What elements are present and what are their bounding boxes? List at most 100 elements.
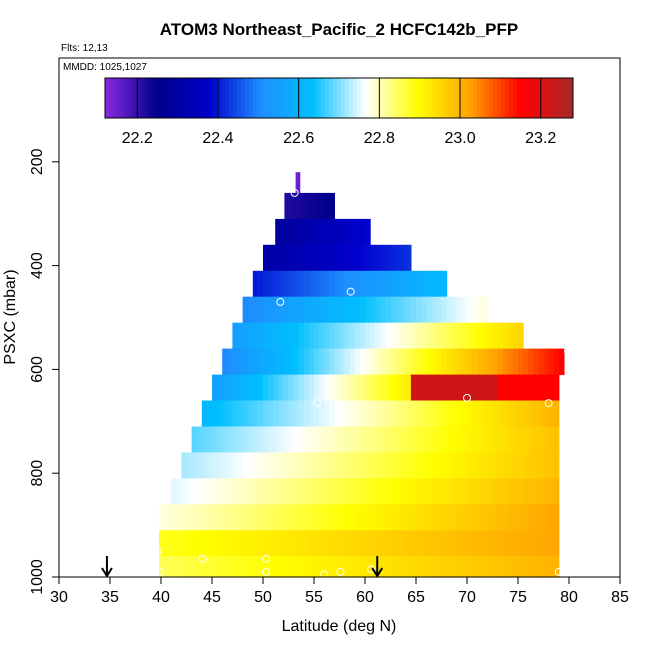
heatmap-cell [548, 556, 555, 578]
heatmap-cell [543, 530, 550, 557]
heatmap-cell [518, 426, 524, 453]
heatmap-cell [210, 556, 216, 578]
heatmap-cell [395, 270, 402, 298]
colorbar-cell [549, 78, 554, 118]
heatmap-cell [271, 530, 278, 557]
heatmap-cell [492, 478, 499, 505]
heatmap-cell [201, 400, 208, 427]
heatmap-cell [319, 322, 325, 350]
heatmap-cell [217, 374, 223, 402]
heatmap-cell [507, 452, 514, 479]
colorbar-cell [449, 78, 454, 118]
heatmap-cell [220, 530, 227, 557]
sample-point [346, 287, 355, 296]
heatmap-cell [205, 530, 211, 557]
heatmap-cell [416, 374, 422, 402]
heatmap-cell [273, 452, 279, 479]
heatmap-cell [324, 296, 330, 324]
colorbar-cell [441, 78, 446, 118]
colorbar-tick-label: 23.2 [525, 130, 556, 147]
colorbar-cell [565, 78, 570, 118]
heatmap-cell [431, 426, 437, 453]
heatmap-cell [497, 426, 504, 453]
heatmap-cell [426, 348, 432, 376]
colorbar-cell [201, 78, 206, 118]
heatmap-cell [431, 374, 437, 402]
heatmap-cell [446, 374, 453, 402]
heatmap-cell [543, 452, 550, 479]
heatmap-cell [365, 452, 371, 479]
colorbar-cell [397, 78, 402, 118]
heatmap-cell [196, 452, 203, 479]
heatmap-cell [324, 452, 330, 479]
heatmap-cell [399, 556, 406, 578]
heatmap-cell [283, 348, 290, 376]
heatmap-cell [400, 374, 407, 402]
heatmap-cell [339, 374, 346, 402]
heatmap-cell [174, 504, 180, 531]
colorbar-cell [105, 78, 110, 118]
heatmap-cell [446, 322, 453, 350]
heatmap-cell [334, 400, 341, 427]
heatmap-cell [370, 322, 376, 350]
colorbar-cell [349, 78, 354, 118]
heatmap-cell [278, 452, 284, 479]
colorbar-cell [301, 78, 306, 118]
heatmap-cell [354, 478, 361, 505]
heatmap-cell [476, 556, 483, 578]
heatmap-cell [344, 322, 351, 350]
heatmap-cell [329, 296, 335, 324]
colorbar-cell [321, 78, 326, 118]
heatmap-cell [174, 530, 180, 557]
heatmap-cell [472, 348, 478, 376]
heatmap-cell [349, 348, 356, 376]
heatmap-cell [435, 556, 442, 578]
heatmap-cell [230, 556, 237, 578]
heatmap-cell [308, 426, 315, 453]
heatmap-cell [517, 504, 524, 531]
heatmap-cell [268, 322, 274, 350]
heatmap-cell [385, 296, 392, 324]
colorbar-cell [533, 78, 538, 118]
heatmap-cell [512, 322, 519, 350]
heatmap-cell [502, 348, 509, 376]
heatmap-cell [293, 400, 300, 427]
heatmap-cell [189, 556, 196, 578]
heatmap-cell [538, 374, 545, 402]
heatmap-cell [416, 322, 422, 350]
colorbar-cell [265, 78, 270, 118]
heatmap-cell [217, 400, 223, 427]
colorbar-cell [305, 78, 310, 118]
colorbar-cell [309, 78, 314, 118]
heatmap-cell [487, 348, 494, 376]
heatmap-cell [477, 322, 483, 350]
x-tick-label: 50 [254, 589, 272, 606]
heatmap-cell [329, 452, 335, 479]
heatmap-cell [405, 504, 411, 531]
heatmap-cell [227, 400, 233, 427]
heatmap-cell [171, 478, 177, 505]
heatmap-cell [252, 400, 259, 427]
heatmap-cell [280, 218, 286, 246]
heatmap-cell [251, 530, 257, 557]
heatmap-cell [330, 218, 336, 246]
heatmap-cell [365, 270, 371, 298]
heatmap-cell [528, 426, 534, 453]
heatmap-cell [252, 374, 259, 402]
heatmap-cell [201, 452, 208, 479]
heatmap-cell [324, 400, 330, 427]
heatmap-cell [481, 556, 488, 578]
heatmap-cell [364, 530, 370, 557]
heatmap-cell [426, 270, 432, 298]
heatmap-cell [257, 426, 264, 453]
heatmap-cell [247, 296, 254, 324]
sample-point [262, 554, 271, 563]
heatmap-cell [344, 478, 351, 505]
heatmap-cell [334, 426, 341, 453]
heatmap-cell [319, 348, 325, 376]
heatmap-cell [440, 556, 447, 578]
colorbar-cell [517, 78, 522, 118]
heatmap-cell [370, 296, 376, 324]
heatmap-cell [421, 400, 427, 427]
heatmap-cell [548, 504, 555, 531]
